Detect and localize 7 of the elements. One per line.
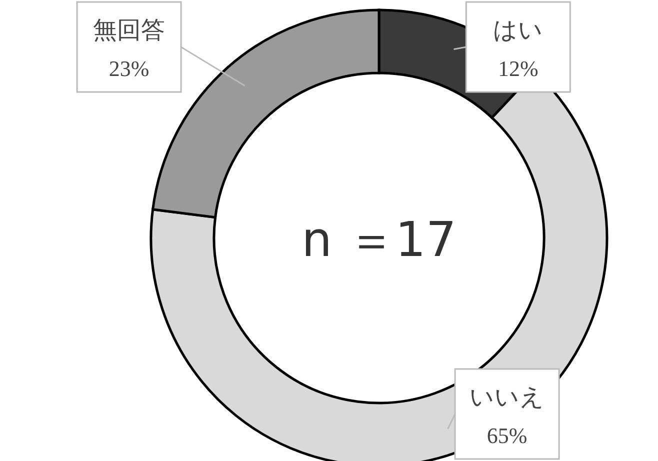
slice-label: 無回答 (93, 18, 166, 44)
slice-label: いいえ (470, 385, 545, 411)
text: n ＝17 (302, 212, 456, 268)
data-label: 12% (498, 56, 538, 81)
slice-label: はい (493, 18, 544, 44)
data-label: 65% (486, 423, 528, 448)
data-label: 23% (108, 56, 150, 81)
